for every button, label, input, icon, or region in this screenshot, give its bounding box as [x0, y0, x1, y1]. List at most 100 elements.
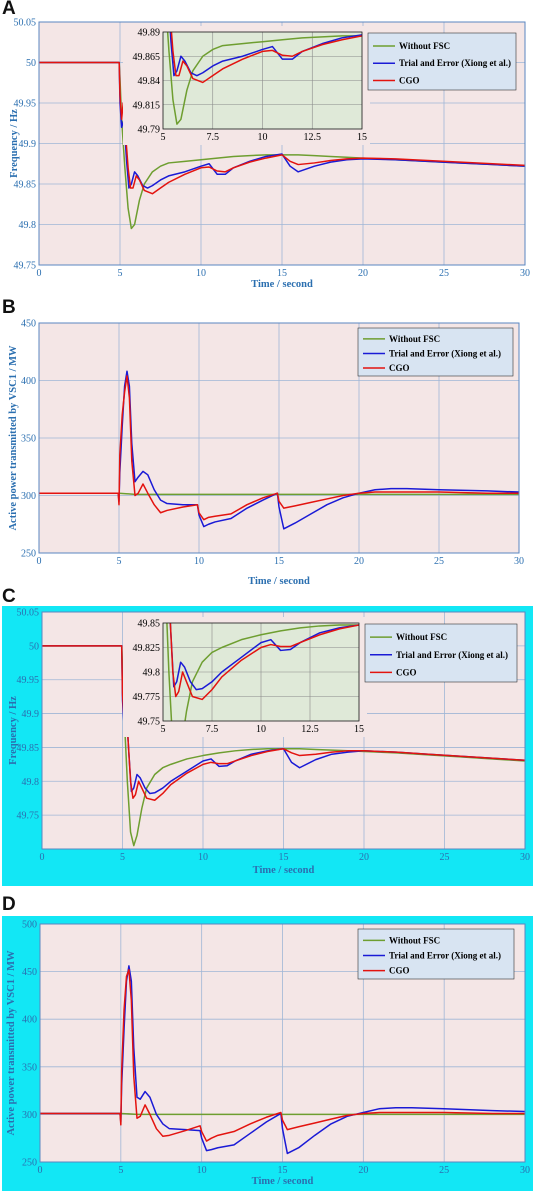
x-tick-label: 30 — [514, 556, 524, 567]
y-tick-label: 400 — [21, 376, 36, 387]
x-tick-label: 10 — [197, 1165, 207, 1176]
y-tick-label: 49.8 — [22, 777, 40, 788]
inset-series-line — [166, 32, 362, 125]
series-line — [39, 61, 525, 189]
y-tick-label: 49.9 — [19, 139, 37, 150]
x-tick-label: 15 — [277, 268, 287, 279]
inset-y-tick-label: 49.84 — [138, 76, 161, 87]
x-axis-label: Time / second — [251, 279, 313, 290]
x-tick-label: 0 — [40, 852, 45, 863]
x-tick-label: 0 — [38, 1165, 43, 1176]
legend-entry: Without FSC — [389, 334, 440, 344]
y-tick-label: 450 — [21, 319, 36, 330]
inset-x-tick-label: 5 — [161, 724, 166, 735]
x-tick-label: 30 — [520, 268, 530, 279]
inset-box — [162, 622, 360, 722]
legend-entry: Without FSC — [396, 632, 447, 642]
inset-series-line — [169, 623, 359, 701]
y-tick-label: 49.9 — [22, 709, 40, 720]
legend-entry: Trial and Error (Xiong et al.) — [389, 348, 501, 358]
axes-box — [38, 21, 526, 266]
chart-a: 0 5 10 15 20 25 30 49.75 49.8 49.85 49.9 49.95 50 50.… — [9, 16, 533, 295]
x-tick-label: 30 — [520, 852, 530, 863]
series-line — [40, 968, 525, 1142]
inset-y-tick-label: 49.8 — [143, 668, 161, 679]
x-tick-label: 20 — [358, 268, 368, 279]
inset-y-tick-label: 49.79 — [138, 125, 161, 136]
y-tick-label: 250 — [22, 1158, 37, 1169]
inset-y-tick-label: 49.815 — [133, 100, 161, 111]
y-tick-label: 500 — [22, 920, 37, 931]
axes-box — [39, 923, 526, 1163]
x-axis-label: Time / second — [248, 576, 310, 587]
y-tick-label: 350 — [21, 434, 36, 445]
x-tick-label: 5 — [117, 556, 122, 567]
legend-entry: CGO — [396, 667, 417, 677]
inset-y-tick-label: 49.75 — [138, 717, 161, 728]
chart-d: 0 5 10 15 20 25 30 250 300 350 400 450 500 Time / sec… — [2, 916, 533, 1191]
x-tick-label: 5 — [118, 1165, 123, 1176]
chart-b: 0 5 10 15 20 25 30 250 300 350 400 450 Time / second… — [8, 315, 533, 595]
x-tick-label: 15 — [278, 1165, 288, 1176]
inset-x-tick-label: 7.5 — [207, 132, 220, 143]
x-tick-label: 25 — [434, 556, 444, 567]
x-tick-label: 30 — [520, 1165, 530, 1176]
y-tick-label: 300 — [21, 491, 36, 502]
inset-y-tick-label: 49.85 — [138, 619, 161, 630]
x-axis-label: Time / second — [253, 865, 315, 876]
x-tick-label: 10 — [196, 268, 206, 279]
axes-box — [38, 322, 520, 554]
inset-y-tick-label: 49.775 — [133, 692, 161, 703]
y-tick-label: 350 — [22, 1062, 37, 1073]
series-line — [39, 375, 519, 521]
panel-letter: D — [2, 894, 16, 915]
y-tick-label: 49.95 — [14, 99, 37, 110]
x-tick-label: 10 — [198, 852, 208, 863]
inset-y-tick-label: 49.825 — [133, 643, 161, 654]
inset-box — [162, 31, 363, 130]
inset-x-tick-label: 7.5 — [206, 724, 219, 735]
inset-series-line — [169, 32, 362, 77]
y-tick-label: 49.85 — [17, 743, 40, 754]
panel-c: C 0 5 10 15 20 25 30 49.75 49.8 49.85 49.9 49.95 50 5… — [0, 586, 533, 886]
series-line — [39, 61, 525, 195]
series-line — [39, 370, 519, 530]
series-line — [40, 1112, 525, 1116]
legend-entry: Without FSC — [399, 41, 450, 51]
inset-x-tick-label: 12.5 — [304, 132, 322, 143]
x-tick-label: 0 — [37, 268, 42, 279]
y-tick-label: 400 — [22, 1015, 37, 1026]
inset-x-tick-label: 5 — [161, 132, 166, 143]
y-axis-label: Active power transmitted by VSC1 / MW — [8, 345, 19, 531]
x-tick-label: 15 — [274, 556, 284, 567]
axes-box — [41, 611, 526, 850]
legend-entry: Trial and Error (Xiong et al.) — [389, 951, 501, 961]
chart-c: 0 5 10 15 20 25 3049.7549.849.8549.949.955050.… — [2, 606, 533, 886]
legend-entry: CGO — [389, 363, 410, 373]
y-tick-label: 250 — [21, 549, 36, 560]
series-line — [42, 645, 525, 801]
y-tick-label: 50 — [26, 58, 36, 69]
inset-x-tick-label: 15 — [357, 132, 367, 143]
y-tick-label: 50.05 — [17, 608, 40, 619]
panel-a: A 0 5 10 15 20 25 30 49.75 49.8 49.85 49.9 49.95 50 5… — [0, 0, 533, 295]
inset-y-tick-label: 49.865 — [133, 52, 161, 63]
x-tick-label: 25 — [439, 268, 449, 279]
legend-entry: CGO — [389, 966, 410, 976]
legend-entry: Without FSC — [389, 935, 440, 945]
y-tick-label: 50.05 — [14, 18, 37, 29]
legend-entry: Trial and Error (Xiong et al.) — [399, 58, 511, 68]
panel-letter: C — [2, 586, 16, 607]
y-tick-label: 450 — [22, 967, 37, 978]
inset-x-tick-label: 15 — [354, 724, 364, 735]
x-tick-label: 25 — [439, 1165, 449, 1176]
inset-x-tick-label: 10 — [256, 724, 266, 735]
y-tick-label: 49.95 — [17, 675, 40, 686]
y-axis-label: Active power transmitted by VSC1 / MW — [6, 950, 17, 1136]
y-tick-label: 49.85 — [14, 180, 37, 191]
inset-x-tick-label: 12.5 — [301, 724, 319, 735]
panel-letter: B — [2, 297, 16, 318]
x-tick-label: 15 — [279, 852, 289, 863]
x-tick-label: 10 — [194, 556, 204, 567]
x-tick-label: 0 — [37, 556, 42, 567]
